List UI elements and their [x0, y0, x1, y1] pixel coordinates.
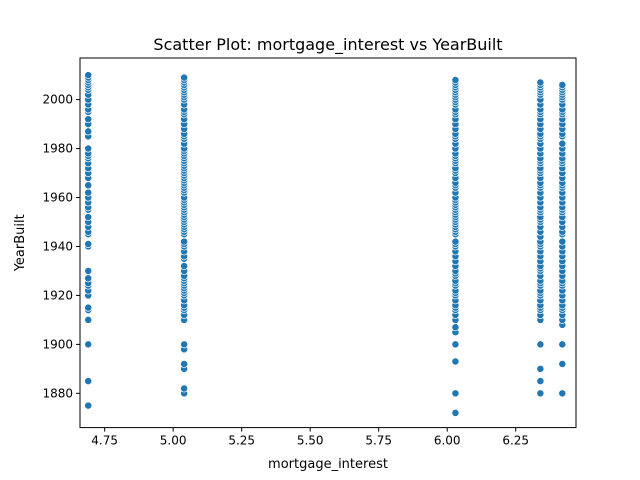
x-tick-label: 5.25 — [228, 434, 255, 448]
y-axis: 1880 1900 1920 1940 1960 1980 2000 — [42, 93, 80, 400]
y-tick-label: 1920 — [42, 288, 73, 302]
x-tick-label: 6.25 — [502, 434, 529, 448]
data-point — [84, 377, 93, 386]
data-point — [536, 78, 545, 87]
data-point — [84, 115, 93, 124]
y-tick-label: 1980 — [42, 142, 73, 156]
data-point — [451, 408, 460, 417]
data-point — [84, 303, 93, 312]
data-point — [180, 340, 189, 349]
data-point — [536, 364, 545, 373]
data-point — [451, 237, 460, 246]
data-point — [451, 76, 460, 84]
data-point — [84, 401, 93, 410]
data-point — [536, 377, 545, 386]
data-point — [536, 389, 545, 398]
data-point — [180, 360, 189, 368]
y-tick-label: 1960 — [42, 191, 73, 205]
data-point — [180, 237, 189, 246]
data-points — [84, 71, 567, 417]
data-point — [180, 262, 189, 270]
y-tick-label: 1940 — [42, 239, 73, 253]
data-point — [84, 127, 93, 136]
data-point — [180, 384, 189, 393]
y-axis-label: YearBuilt — [13, 214, 28, 272]
chart-title: Scatter Plot: mortgage_interest vs YearB… — [153, 35, 502, 55]
y-tick-label: 1900 — [42, 337, 73, 351]
data-point — [84, 188, 93, 197]
data-point — [451, 357, 460, 366]
data-point — [451, 389, 460, 398]
data-point — [84, 315, 93, 324]
data-point — [558, 237, 567, 246]
data-point — [558, 389, 567, 398]
data-point — [558, 340, 567, 349]
y-tick-label: 1880 — [42, 386, 73, 400]
x-axis: 4.75 5.00 5.25 5.50 5.75 6.00 6.25 — [91, 427, 529, 448]
plot-area-frame — [79, 57, 577, 429]
data-point — [84, 144, 93, 153]
x-tick-label: 5.50 — [297, 434, 324, 448]
data-point — [558, 80, 567, 89]
x-tick-label: 4.75 — [91, 434, 118, 448]
x-axis-label: mortgage_interest — [268, 457, 388, 472]
data-point — [84, 267, 93, 275]
data-point — [84, 240, 93, 248]
data-point — [451, 323, 460, 332]
data-point — [84, 213, 93, 222]
data-point — [558, 139, 567, 148]
x-tick-label: 5.75 — [365, 434, 392, 448]
data-point — [84, 71, 93, 80]
data-point — [84, 340, 93, 349]
data-point — [84, 274, 93, 283]
x-tick-label: 6.00 — [434, 434, 461, 448]
data-point — [451, 340, 460, 349]
y-tick-label: 2000 — [42, 93, 73, 107]
data-point — [536, 340, 545, 349]
data-point — [558, 360, 567, 368]
x-tick-label: 5.00 — [160, 434, 187, 448]
data-point — [180, 73, 189, 82]
data-point — [84, 181, 93, 190]
